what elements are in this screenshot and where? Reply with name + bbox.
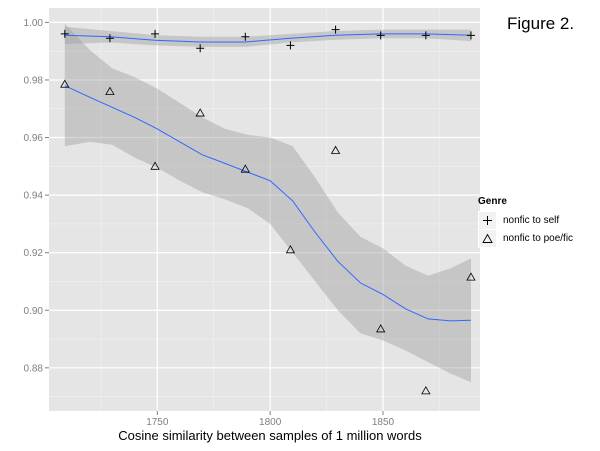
major-gridlines bbox=[49, 8, 480, 411]
triangle-point bbox=[195, 108, 205, 117]
y-tick-label: 0.88 bbox=[24, 363, 44, 374]
y-tick-label: 0.92 bbox=[24, 248, 44, 259]
triangle-point bbox=[466, 272, 476, 281]
plus-point bbox=[286, 41, 295, 50]
y-tick-label: 0.94 bbox=[24, 191, 44, 202]
triangle-point bbox=[330, 145, 341, 154]
smooth-line-2 bbox=[64, 85, 472, 322]
triangle-point bbox=[150, 161, 160, 170]
data-points bbox=[60, 25, 476, 395]
plus-point bbox=[241, 32, 250, 41]
legend: Genre nonfic to self nonfic to poe/fic bbox=[478, 196, 574, 248]
triangle-point bbox=[60, 79, 70, 88]
plus-marker-icon bbox=[478, 210, 497, 230]
confidence-bands bbox=[64, 23, 472, 383]
triangle-point bbox=[285, 244, 296, 254]
confidence-band-1 bbox=[64, 26, 472, 47]
plus-point bbox=[105, 34, 114, 43]
legend-item-self: nonfic to self bbox=[478, 210, 573, 230]
x-tick-label: 1750 bbox=[146, 417, 169, 428]
confidence-band-2 bbox=[64, 23, 472, 383]
legend-title: Genre bbox=[478, 196, 507, 207]
figure-title: Figure 2. bbox=[507, 14, 575, 33]
y-tick-label: 1.00 bbox=[24, 18, 44, 29]
triangle-point bbox=[376, 324, 386, 333]
smooth-lines bbox=[64, 33, 472, 322]
triangle-point bbox=[421, 386, 431, 395]
plus-point bbox=[196, 44, 205, 53]
legend-label-poefic: nonfic to poe/fic bbox=[503, 232, 574, 244]
y-tick-label: 0.96 bbox=[24, 133, 44, 144]
plus-point bbox=[466, 31, 475, 40]
y-tick-label: 0.90 bbox=[24, 306, 44, 317]
x-axis-label: Cosine similarity between samples of 1 m… bbox=[118, 428, 422, 443]
plus-point bbox=[376, 31, 385, 40]
x-tick-label: 1800 bbox=[259, 417, 282, 428]
plus-point bbox=[151, 29, 160, 38]
y-tick-label: 0.98 bbox=[24, 75, 44, 86]
plot-panel bbox=[49, 8, 480, 411]
plus-point bbox=[60, 29, 69, 38]
triangle-point bbox=[240, 164, 251, 173]
x-axis: 1750 1800 1850 bbox=[146, 411, 395, 428]
triangle-marker-icon bbox=[478, 228, 497, 248]
minor-gridlines bbox=[49, 8, 480, 411]
plus-point bbox=[421, 31, 430, 40]
legend-item-poefic: nonfic to poe/fic bbox=[478, 228, 574, 248]
triangle-point bbox=[105, 86, 115, 95]
y-axis: 0.88 0.90 0.92 0.94 0.96 0.98 1.00 bbox=[24, 18, 49, 374]
plus-point bbox=[331, 25, 340, 34]
x-tick-label: 1850 bbox=[372, 417, 395, 428]
smooth-line-1 bbox=[64, 33, 472, 43]
legend-label-self: nonfic to self bbox=[503, 214, 560, 226]
